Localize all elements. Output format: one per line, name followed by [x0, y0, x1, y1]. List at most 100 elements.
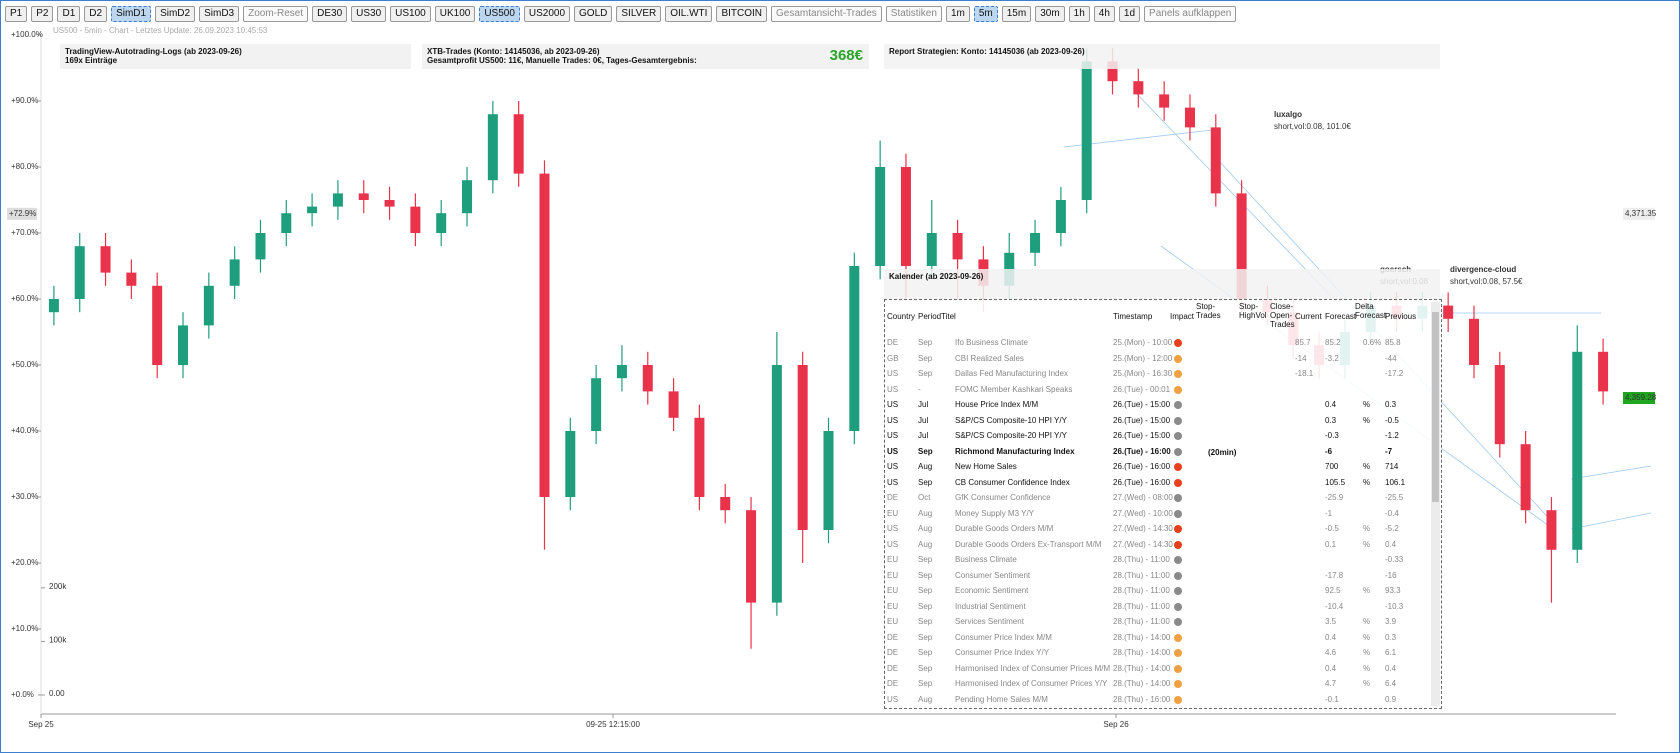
table-cell: 6.4	[1385, 679, 1397, 688]
candle-body	[126, 272, 137, 286]
toolbar-button[interactable]: 30m	[1035, 6, 1065, 22]
table-cell: %	[1363, 617, 1371, 626]
table-cell: Jul	[918, 400, 929, 409]
table-cell: US	[887, 384, 899, 394]
table-cell: Jul	[918, 415, 929, 425]
table-cell: %	[1363, 477, 1371, 487]
table-cell: Aug	[918, 462, 933, 471]
table-note: (20min)	[1208, 447, 1237, 457]
toolbar-button[interactable]: 1h	[1068, 6, 1090, 22]
toolbar-button[interactable]: D2	[84, 6, 108, 22]
table-cell: %	[1363, 632, 1371, 642]
table-cell: 28.(Thu) - 11:00	[1113, 601, 1170, 611]
price-label: 4,359.28	[1625, 393, 1657, 402]
toolbar-button[interactable]: SimD2	[155, 6, 196, 22]
logs-panel: TradingView-Autotrading-Logs (ab 2023-09…	[60, 44, 411, 69]
impact-marker	[1174, 339, 1182, 347]
impact-marker	[1174, 416, 1182, 425]
subtitle: US500 - 5min - Chart - Letztes Update: 2…	[53, 26, 268, 35]
toolbar-button[interactable]: Gesamtansicht-Trades	[771, 6, 882, 22]
toolbar-button[interactable]: SimD1	[111, 6, 152, 22]
column-header: Stop-Trades	[1196, 302, 1221, 320]
candle-body	[513, 114, 524, 174]
toolbar-button[interactable]: D1	[57, 6, 81, 22]
candle-body	[539, 173, 550, 497]
candle-body	[1520, 444, 1531, 511]
table-cell: -18.1	[1295, 369, 1314, 378]
toolbar-button[interactable]: SimD3	[199, 6, 240, 22]
table-cell: Consumer Price Index Y/Y	[955, 648, 1050, 657]
toolbar-button[interactable]: Statistiken	[885, 6, 942, 22]
table-cell: 700	[1325, 462, 1339, 471]
table-cell: EU	[887, 555, 899, 564]
table-cell: Industrial Sentiment	[955, 601, 1026, 611]
table-cell: %	[1363, 586, 1371, 595]
scrollbar[interactable]	[1431, 302, 1440, 706]
table-cell: Consumer Price Index M/M	[955, 632, 1052, 642]
candle-body	[1184, 107, 1195, 128]
toolbar: P1 P2 D1 D2 SimD1 SimD2 SimD3 Zoom-Reset DE30 US3…	[5, 6, 1237, 22]
candle-body	[1030, 233, 1041, 253]
x-tick-label: Sep 26	[1103, 720, 1129, 729]
toolbar-button[interactable]: US100	[390, 6, 431, 22]
table-cell: -10.3	[1385, 601, 1404, 611]
candle-body	[74, 246, 85, 299]
toolbar-button[interactable]: US2000	[523, 6, 571, 22]
toolbar-button[interactable]: 5m	[973, 6, 998, 22]
candle-body	[1598, 351, 1609, 392]
table-cell: -17.2	[1385, 369, 1404, 378]
toolbar-button[interactable]: DE30	[312, 6, 348, 22]
candle-body	[1055, 200, 1066, 233]
table-cell: 85.2	[1325, 338, 1341, 347]
table-cell: DE	[887, 648, 899, 657]
table-cell: %	[1363, 539, 1371, 549]
table-cell: 26.(Tue) - 00:01	[1113, 384, 1171, 394]
y-tick-label: +80.0%	[11, 162, 38, 171]
toolbar-button[interactable]: Panels aufklappen	[1144, 6, 1237, 22]
table-cell: -25.9	[1325, 493, 1344, 502]
toolbar-button[interactable]: P2	[31, 6, 54, 22]
calendar-header: Kalender (ab 2023-09-26)	[884, 269, 1440, 299]
price-box	[1623, 392, 1655, 404]
toolbar-button[interactable]: SILVER	[616, 6, 662, 22]
table-cell: Durable Goods Orders Ex-Transport M/M	[955, 539, 1102, 549]
toolbar-button[interactable]: GOLD	[574, 6, 613, 22]
toolbar-button[interactable]: US30	[351, 6, 387, 22]
toolbar-button[interactable]: BITCOIN	[716, 6, 768, 22]
y2-tick-label: 200k	[49, 582, 67, 591]
impact-marker	[1174, 664, 1182, 673]
toolbar-button[interactable]: US500	[479, 6, 520, 22]
table-cell: DE	[887, 679, 899, 688]
table-cell: -0.33	[1385, 555, 1404, 564]
table-cell: 85.7	[1295, 338, 1311, 347]
table-cell: Sep	[918, 648, 933, 657]
toolbar-button[interactable]: OIL.WTI	[665, 6, 713, 22]
candle-body	[797, 365, 808, 530]
toolbar-button[interactable]: 15m	[1001, 6, 1032, 22]
toolbar-button[interactable]: Zoom-Reset	[243, 6, 309, 22]
toolbar-button[interactable]: 4h	[1093, 6, 1115, 22]
table-cell: Business Climate	[955, 555, 1017, 564]
table-cell: -0.4	[1385, 508, 1399, 518]
candle-body	[281, 213, 292, 233]
candle-body	[720, 497, 731, 511]
impact-marker	[1174, 649, 1182, 657]
column-header: Forecast	[1325, 312, 1357, 321]
table-cell: -14	[1295, 353, 1307, 363]
current-label: +72.9%	[9, 209, 36, 218]
annotation-text: short,vol:0.08, 101.0€	[1274, 122, 1351, 131]
table-cell: 0.9	[1385, 694, 1397, 704]
table-cell: US	[887, 369, 899, 378]
candle-body	[1546, 510, 1557, 550]
column-header: Current	[1295, 312, 1322, 321]
toolbar-button[interactable]: UK100	[434, 6, 476, 22]
table-cell: US	[887, 400, 899, 409]
table-cell: 0.4	[1325, 632, 1337, 642]
column-header: Impact	[1170, 312, 1195, 321]
toolbar-button[interactable]: 1m	[945, 6, 970, 22]
table-cell: Sep	[918, 663, 933, 673]
table-cell: -0.1	[1325, 694, 1339, 704]
toolbar-button[interactable]: 1d	[1118, 6, 1141, 22]
toolbar-button[interactable]: P1	[5, 6, 28, 22]
